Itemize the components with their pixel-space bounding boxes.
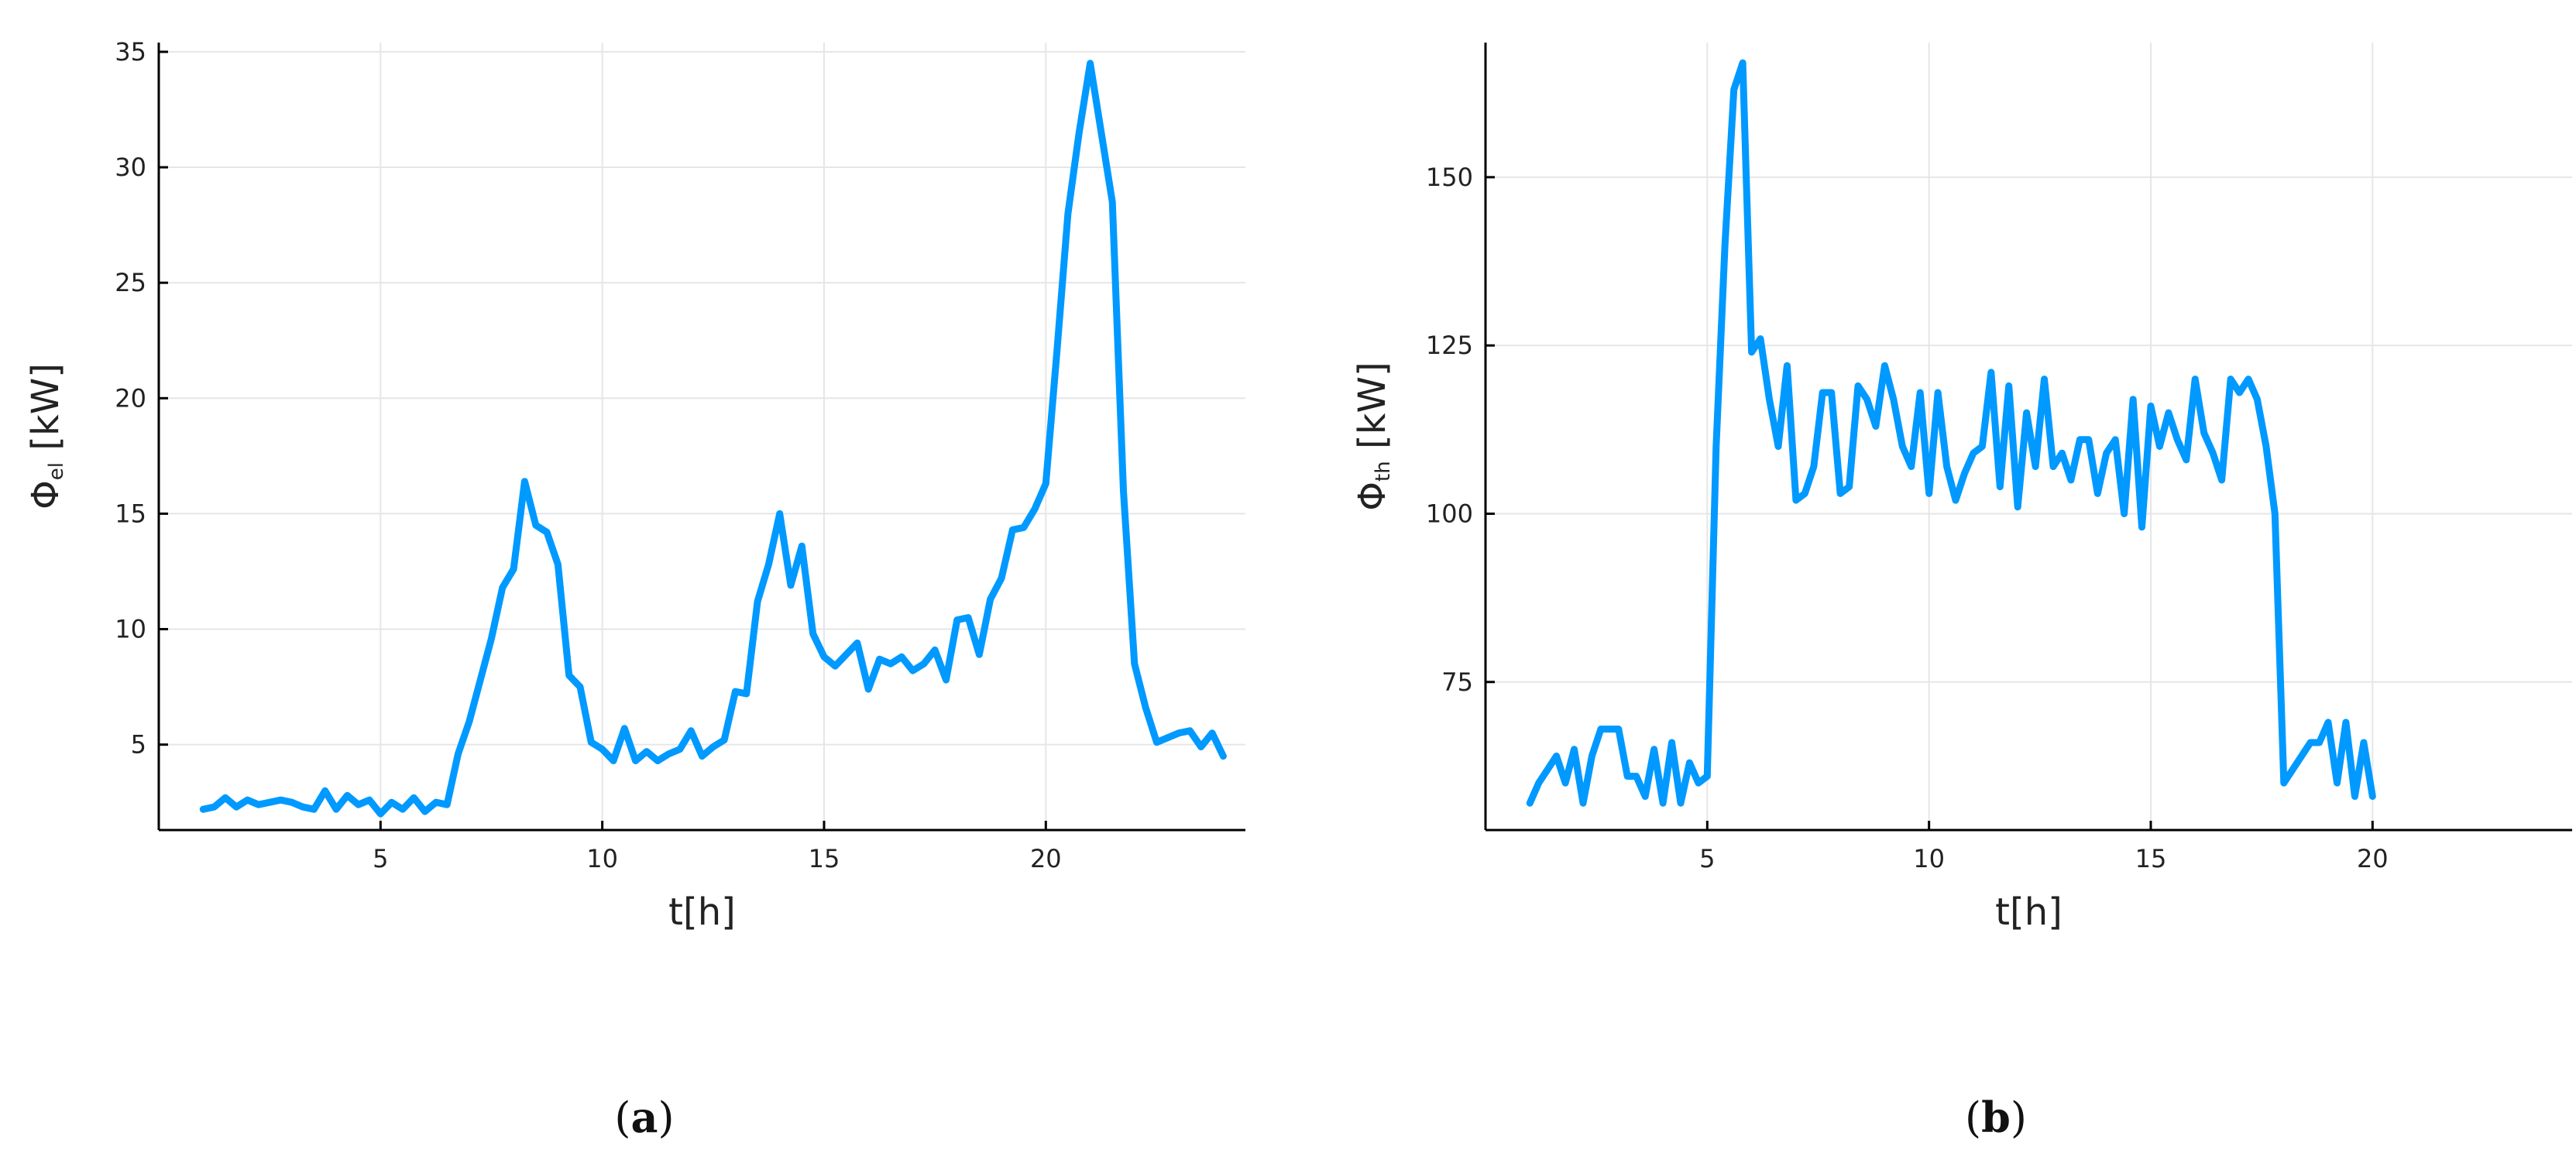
x-tick-labels-a: 5 10 15 20 <box>373 844 1062 873</box>
x-axis-label-b: t[h] <box>1995 890 2063 934</box>
y-tick-label: 20 <box>115 383 146 413</box>
caption-open-a: ( <box>614 1093 630 1142</box>
y-axis-label-b: Φth [kW] <box>1351 362 1395 510</box>
x-tick-labels-b: 5 10 15 20 <box>1699 844 2389 873</box>
grid-a <box>159 43 1245 830</box>
x-tick-label: 15 <box>809 844 840 873</box>
y-axis-unit-a: [kW] <box>24 363 67 462</box>
panel-caption-a: (a) <box>614 1093 674 1142</box>
caption-close-b: ) <box>2011 1093 2027 1142</box>
y-axis-symbol-b: Φ <box>1351 482 1394 511</box>
y-tick-label: 5 <box>131 730 146 760</box>
x-axis-label-a: t[h] <box>668 890 736 934</box>
x-tick-label: 20 <box>2357 844 2389 873</box>
y-tick-labels-b: 75 100 125 150 <box>1426 163 1473 697</box>
caption-open-b: ( <box>1965 1093 1981 1142</box>
axes-b <box>1484 43 2572 832</box>
y-tick-label: 150 <box>1426 163 1473 192</box>
caption-close-a: ) <box>658 1093 675 1142</box>
y-axis-label-a: Φel [kW] <box>24 363 68 509</box>
y-tick-label: 35 <box>115 37 146 67</box>
panel-caption-b: (b) <box>1965 1093 2027 1142</box>
y-tick-label: 100 <box>1426 499 1473 528</box>
y-axis-subscript-b: th <box>1372 461 1395 482</box>
series-line-b <box>1526 59 2376 807</box>
y-tick-label: 10 <box>115 615 146 644</box>
chart-panel-a: 5 10 15 20 5 10 15 20 25 30 35 t[h] Φel [kW] (a) <box>24 37 1245 1142</box>
y-axis-symbol-a: Φ <box>24 480 67 509</box>
x-tick-label: 10 <box>586 844 618 873</box>
caption-letter-b: b <box>1981 1093 2011 1142</box>
series-line-a <box>199 60 1227 818</box>
x-tick-label: 20 <box>1030 844 1062 873</box>
y-axis-unit-b: [kW] <box>1351 362 1394 461</box>
x-tick-label: 10 <box>1913 844 1945 873</box>
y-tick-labels-a: 5 10 15 20 25 30 35 <box>115 37 146 760</box>
y-tick-label: 125 <box>1426 331 1473 360</box>
y-axis-subscript-a: el <box>45 462 68 480</box>
y-tick-label: 25 <box>115 268 146 297</box>
chart-panel-b: 5 10 15 20 75 100 125 150 t[h] Φth [kW] (b) <box>1351 43 2572 1142</box>
y-tick-label: 15 <box>115 499 146 528</box>
caption-letter-a: a <box>631 1093 658 1142</box>
y-tick-label: 30 <box>115 153 146 182</box>
x-tick-label: 5 <box>373 844 388 873</box>
x-tick-label: 5 <box>1699 844 1715 873</box>
y-tick-label: 75 <box>1441 667 1473 697</box>
axes-a <box>157 43 1245 832</box>
x-tick-label: 15 <box>2135 844 2167 873</box>
